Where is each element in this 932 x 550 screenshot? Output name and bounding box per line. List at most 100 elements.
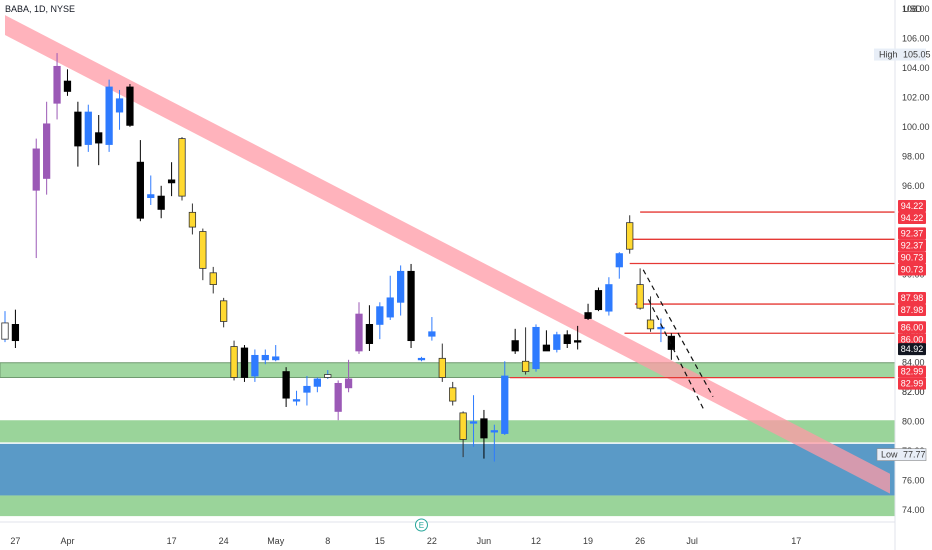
- candle-body-22[interactable]: [240, 347, 249, 378]
- price-tick-label: 106.00: [902, 33, 930, 43]
- candle-body-10[interactable]: [115, 98, 124, 113]
- low-label: Low: [881, 450, 898, 460]
- candle-body-42[interactable]: [449, 387, 457, 402]
- level-tag-90.73-b-box: [898, 263, 926, 276]
- candle-body-37[interactable]: [397, 270, 405, 303]
- candle-body-12[interactable]: [136, 161, 144, 219]
- candle-body-0[interactable]: [1, 322, 9, 340]
- time-tick-label: 24: [219, 536, 229, 546]
- candle-body-21[interactable]: [230, 346, 238, 378]
- candle-body-17[interactable]: [188, 211, 197, 228]
- candle-body-2[interactable]: [32, 148, 40, 191]
- candle-body-7[interactable]: [84, 111, 92, 145]
- time-axis[interactable]: 27 Apr 17 24 May 8 15 22 Jun 12 19 26 Jul 17: [10, 536, 801, 546]
- candle-body-54[interactable]: [574, 340, 582, 343]
- earnings-marker-label: E: [419, 521, 424, 530]
- candle-body-58[interactable]: [615, 253, 623, 268]
- candle-body-47[interactable]: [501, 375, 509, 434]
- candle-body-38[interactable]: [407, 270, 415, 342]
- candle-body-51[interactable]: [542, 344, 551, 352]
- candle-body-15[interactable]: [167, 179, 176, 184]
- candle-body-13[interactable]: [147, 194, 155, 198]
- level-tag-86.00-b: 86.00: [901, 334, 924, 344]
- candle-body-45[interactable]: [480, 418, 488, 439]
- level-tag-82.99-b: 82.99: [901, 379, 924, 389]
- time-tick-label: 17: [791, 536, 801, 546]
- channel-line-1: [647, 299, 706, 412]
- candle-body-41[interactable]: [438, 357, 446, 378]
- candle-body-48[interactable]: [511, 340, 519, 352]
- candle-body-30[interactable]: [324, 374, 332, 378]
- candle-body-9[interactable]: [105, 86, 113, 145]
- price-tick-label: 100.00: [902, 122, 930, 132]
- candle-body-11[interactable]: [126, 86, 134, 126]
- level-tag-94.22-box: [898, 200, 926, 213]
- level-tag-82.99-box: [898, 365, 926, 378]
- level-tag-87.98-b: 87.98: [901, 305, 924, 315]
- candle-body-40[interactable]: [428, 331, 436, 337]
- time-tick-label: 17: [167, 536, 177, 546]
- candle-body-6[interactable]: [74, 111, 82, 147]
- candle-body-49[interactable]: [521, 360, 530, 372]
- candle-body-16[interactable]: [178, 138, 186, 197]
- candle-body-18[interactable]: [199, 231, 207, 269]
- candle-body-26[interactable]: [282, 371, 290, 399]
- candle-body-4[interactable]: [53, 65, 61, 104]
- trend-band-shape: [5, 15, 890, 494]
- candle-body-35[interactable]: [376, 306, 384, 325]
- candle-body-55[interactable]: [584, 312, 592, 319]
- candle-body-32[interactable]: [344, 378, 353, 389]
- candle-body-39[interactable]: [417, 357, 426, 361]
- candle-body-20[interactable]: [220, 300, 228, 322]
- earnings-marker[interactable]: E: [414, 518, 428, 532]
- price-tick-label: 76.00: [902, 476, 925, 486]
- time-tick-label: 22: [427, 536, 437, 546]
- candle-body-29[interactable]: [313, 378, 321, 387]
- candle-body-25[interactable]: [272, 356, 280, 361]
- candle-body-8[interactable]: [95, 132, 103, 144]
- candle-body-19[interactable]: [209, 272, 217, 285]
- price-tick-label-partial-2: 82.00: [902, 387, 925, 397]
- candle-body-36[interactable]: [386, 297, 394, 318]
- time-tick-label: Apr: [60, 536, 74, 546]
- candle-body-61[interactable]: [646, 319, 655, 330]
- candle-body-31[interactable]: [334, 382, 342, 412]
- level-tag-92.37-b: 92.37: [901, 240, 924, 250]
- candle-body-14[interactable]: [157, 195, 165, 210]
- candle-body-50[interactable]: [532, 326, 540, 370]
- candle-body-28[interactable]: [303, 385, 311, 393]
- candle-body-53[interactable]: [563, 334, 571, 344]
- candle-body-1[interactable]: [11, 324, 20, 342]
- level-tag-82.99-b-box: [898, 377, 926, 390]
- candle-body-44[interactable]: [469, 421, 478, 424]
- candle-body-57[interactable]: [605, 284, 613, 312]
- level-tag-87.98-b-box: [898, 304, 926, 317]
- candle-body-27[interactable]: [292, 399, 301, 402]
- earnings-marker-circle[interactable]: [414, 518, 428, 532]
- high-label-box: [874, 48, 926, 61]
- level-tag-86.00: 86.00: [901, 322, 924, 332]
- candle-body-59[interactable]: [626, 222, 634, 250]
- support-zone-0: [0, 362, 896, 378]
- candle-body-62[interactable]: [657, 326, 665, 330]
- level-tag-87.98-box: [898, 292, 926, 305]
- candle-body-60[interactable]: [636, 284, 644, 309]
- currency-label: USD: [903, 4, 923, 14]
- level-tag-86.00-b-box: [898, 333, 926, 346]
- candle-body-46[interactable]: [490, 430, 498, 433]
- candle-body-56[interactable]: [594, 290, 603, 311]
- time-tick-label: 8: [325, 536, 330, 546]
- candle-body-24[interactable]: [261, 354, 269, 361]
- candle-body-33[interactable]: [355, 313, 363, 352]
- price-tick-label: 82.00: [902, 387, 925, 397]
- candle-body-5[interactable]: [63, 80, 72, 92]
- candle-body-3[interactable]: [43, 123, 51, 179]
- support-zone-2: [0, 443, 895, 496]
- candle-body-43[interactable]: [459, 412, 467, 440]
- candle-body-52[interactable]: [553, 334, 561, 350]
- candle-body-63[interactable]: [667, 335, 675, 350]
- price-tick-label: 80.00: [902, 417, 925, 427]
- candle-body-34[interactable]: [365, 324, 374, 344]
- candle-body-23[interactable]: [251, 354, 259, 377]
